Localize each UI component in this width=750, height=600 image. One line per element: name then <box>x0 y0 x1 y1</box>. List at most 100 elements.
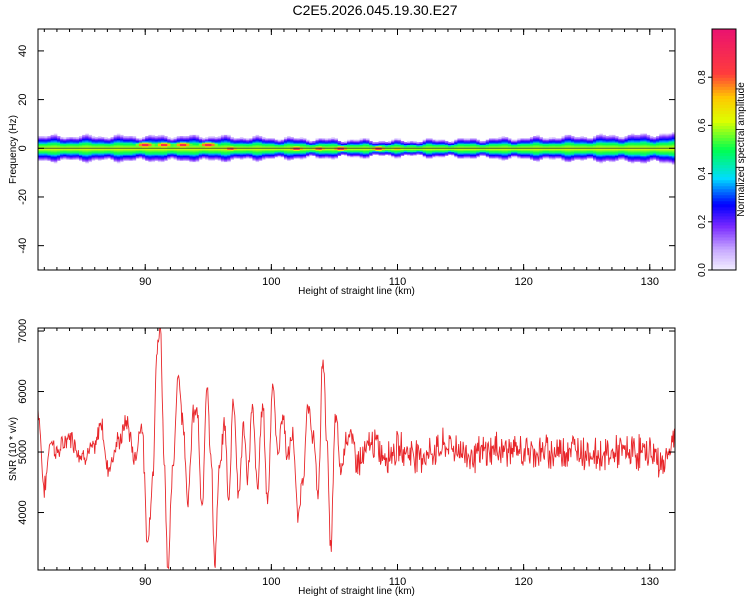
spectrogram-cell <box>596 144 600 147</box>
spectrogram-cell <box>520 153 525 155</box>
spectrogram-cell <box>205 138 209 141</box>
spectrogram-cell <box>545 150 550 153</box>
spectrogram-cell <box>208 137 212 139</box>
spectrogram-cell <box>148 144 152 147</box>
spectrogram-cell <box>145 140 149 143</box>
spectrogram-cell <box>501 155 506 158</box>
spectrogram-cell <box>466 142 471 144</box>
spectrogram-cell <box>529 140 534 143</box>
spectrogram-cell <box>665 140 670 143</box>
spectrogram-cell <box>261 138 266 141</box>
spectrogram-cell <box>611 153 616 155</box>
spectrogram-cell <box>123 151 127 154</box>
spectrogram-cell <box>66 139 70 142</box>
spectrogram-cell <box>183 145 187 148</box>
spectrogram-cell <box>630 160 635 163</box>
spec-ylabel: Frequency (Hz) <box>8 115 19 184</box>
spectrogram-cell <box>526 153 531 155</box>
spectrogram-cell <box>605 156 610 159</box>
spectrogram-cell <box>104 153 108 155</box>
spectrogram-cell <box>533 144 537 147</box>
spectrogram-cell <box>107 149 111 152</box>
spectrogram-cell <box>170 150 174 153</box>
spectrogram-cell <box>56 144 61 147</box>
spectrogram-cell <box>570 155 575 158</box>
spectrogram-cell <box>504 156 509 159</box>
spectrogram-cell <box>173 149 178 152</box>
spectrogram-cell <box>293 143 297 146</box>
spectrogram-cell <box>321 148 326 150</box>
spectrogram-cell <box>116 154 121 156</box>
spectrogram-cell <box>470 143 474 146</box>
spectrogram-cell <box>618 143 622 146</box>
spectrogram-cell <box>138 156 143 159</box>
spectrogram-cell <box>652 145 657 148</box>
spectrogram-cell <box>533 140 537 143</box>
spectrogram-cell <box>328 139 332 142</box>
spectrogram-cell <box>56 143 61 146</box>
spectrogram-cell <box>44 155 48 158</box>
spectrogram-cell <box>277 145 282 148</box>
spectrogram-cell <box>224 136 228 138</box>
spectrogram-cell <box>504 154 509 156</box>
spectrogram-cell <box>173 139 178 142</box>
spectrogram-cell <box>410 150 414 153</box>
spectrogram-cell <box>183 140 187 143</box>
spectrogram-cell <box>539 140 543 143</box>
spectrogram-cell <box>394 149 398 152</box>
spectrogram-cell <box>258 155 263 158</box>
spectrogram-cell <box>192 137 197 139</box>
spectrogram-cell <box>570 137 575 139</box>
spectrogram-cell <box>220 153 225 155</box>
spectrogram-cell <box>359 153 364 155</box>
spectrogram-cell <box>268 144 272 147</box>
spectrogram-cell <box>160 151 165 154</box>
spectrogram-cell <box>662 142 666 144</box>
spectrogram-cell <box>75 140 80 143</box>
spectrogram-cell <box>381 151 386 154</box>
figure-title: C2E5.2026.045.19.30.E27 <box>292 2 458 18</box>
spectrogram-cell <box>41 142 45 144</box>
spectrogram-cell <box>186 156 190 159</box>
spectrogram-cell <box>94 150 99 153</box>
spectrogram-cell <box>429 149 433 152</box>
spectrogram-cell <box>148 142 152 144</box>
spectrogram-cell <box>507 138 512 141</box>
spectrogram-cell <box>173 158 178 160</box>
spectrogram-cell <box>274 140 279 143</box>
spectrogram-cell <box>492 144 496 147</box>
spectrogram-cell <box>160 139 165 142</box>
spectrogram-cell <box>277 148 282 150</box>
spectrogram-cell <box>56 140 61 143</box>
spectrogram-cell <box>545 156 550 159</box>
spectrogram-cell <box>451 140 455 143</box>
spectrogram-cell <box>369 151 373 154</box>
spectrogram-cell <box>233 151 238 154</box>
spectrogram-cell <box>154 144 159 147</box>
spectrogram-cell <box>268 154 272 156</box>
spectrogram-cell <box>211 138 215 141</box>
spectrogram-cell <box>176 156 181 159</box>
spectrogram-cell <box>186 136 190 138</box>
spectrogram-cell <box>201 144 206 147</box>
spectrogram-cell <box>145 156 149 159</box>
colorbar-cell <box>712 56 736 60</box>
spectrogram-cell <box>406 143 411 146</box>
spectrogram-cell <box>659 149 663 152</box>
spectrogram-cell <box>419 150 424 153</box>
spectrogram-cell <box>454 151 458 154</box>
snr-xtick-label: 110 <box>389 576 407 588</box>
spectrogram-cell <box>138 150 143 153</box>
spectrogram-cell <box>91 137 96 139</box>
spectrogram-cell <box>656 139 660 142</box>
spectrogram-cell <box>280 145 285 148</box>
spectrogram-cell <box>466 139 471 142</box>
spectrogram-cell <box>394 144 398 147</box>
spectrogram-cell <box>422 148 427 150</box>
spectrogram-cell <box>552 140 556 143</box>
spectrogram-cell <box>435 154 439 156</box>
spectrogram-cell <box>662 134 666 137</box>
spectrogram-cell <box>157 139 162 142</box>
spectrogram-cell <box>495 154 499 156</box>
spectrogram-cell <box>507 156 512 159</box>
